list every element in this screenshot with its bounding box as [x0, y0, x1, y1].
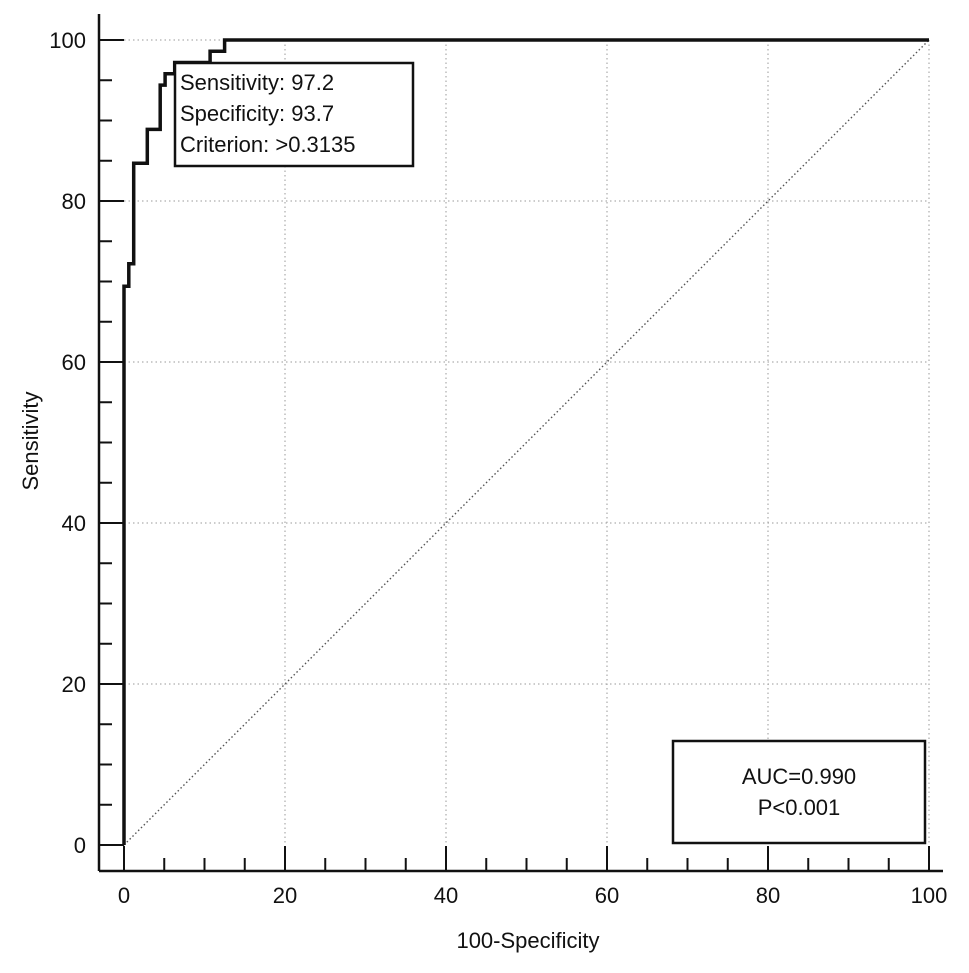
x-tick-label: 60: [595, 883, 619, 908]
x-tick-label: 20: [273, 883, 297, 908]
y-axis-label: Sensitivity: [18, 391, 43, 490]
ticks: 0 20 40 60 80 100 0 20 40 60 80 100: [49, 28, 947, 908]
auc-annotation: AUC=0.990: [742, 764, 856, 789]
y-tick-label: 80: [62, 189, 86, 214]
y-tick-label: 20: [62, 672, 86, 697]
y-tick-label: 0: [74, 833, 86, 858]
x-axis-label: 100-Specificity: [456, 928, 599, 953]
x-tick-label: 40: [434, 883, 458, 908]
reference-diagonal-line: [123, 39, 930, 846]
x-tick-label: 100: [911, 883, 948, 908]
p-value-annotation: P<0.001: [758, 795, 841, 820]
criterion-box-frame: [173, 61, 415, 168]
y-tick-label: 60: [62, 350, 86, 375]
sensitivity-annotation: Sensitivity: 97.2: [180, 70, 334, 95]
x-tick-label: 80: [756, 883, 780, 908]
roc-curve-line: [122, 38, 929, 845]
y-tick-label: 40: [62, 511, 86, 536]
criterion-annotation-box: Sensitivity: 97.2 Specificity: 93.7 Crit…: [173, 61, 415, 168]
y-tick-label: 100: [49, 28, 86, 53]
auc-annotation-box: AUC=0.990 P<0.001: [671, 739, 927, 845]
x-tick-label: 0: [118, 883, 130, 908]
reference-diagonal: [123, 39, 930, 846]
specificity-annotation: Specificity: 93.7: [180, 101, 334, 126]
criterion-annotation: Criterion: >0.3135: [180, 132, 356, 157]
roc-curve-group: [122, 38, 929, 845]
auc-box-frame: [671, 739, 927, 845]
